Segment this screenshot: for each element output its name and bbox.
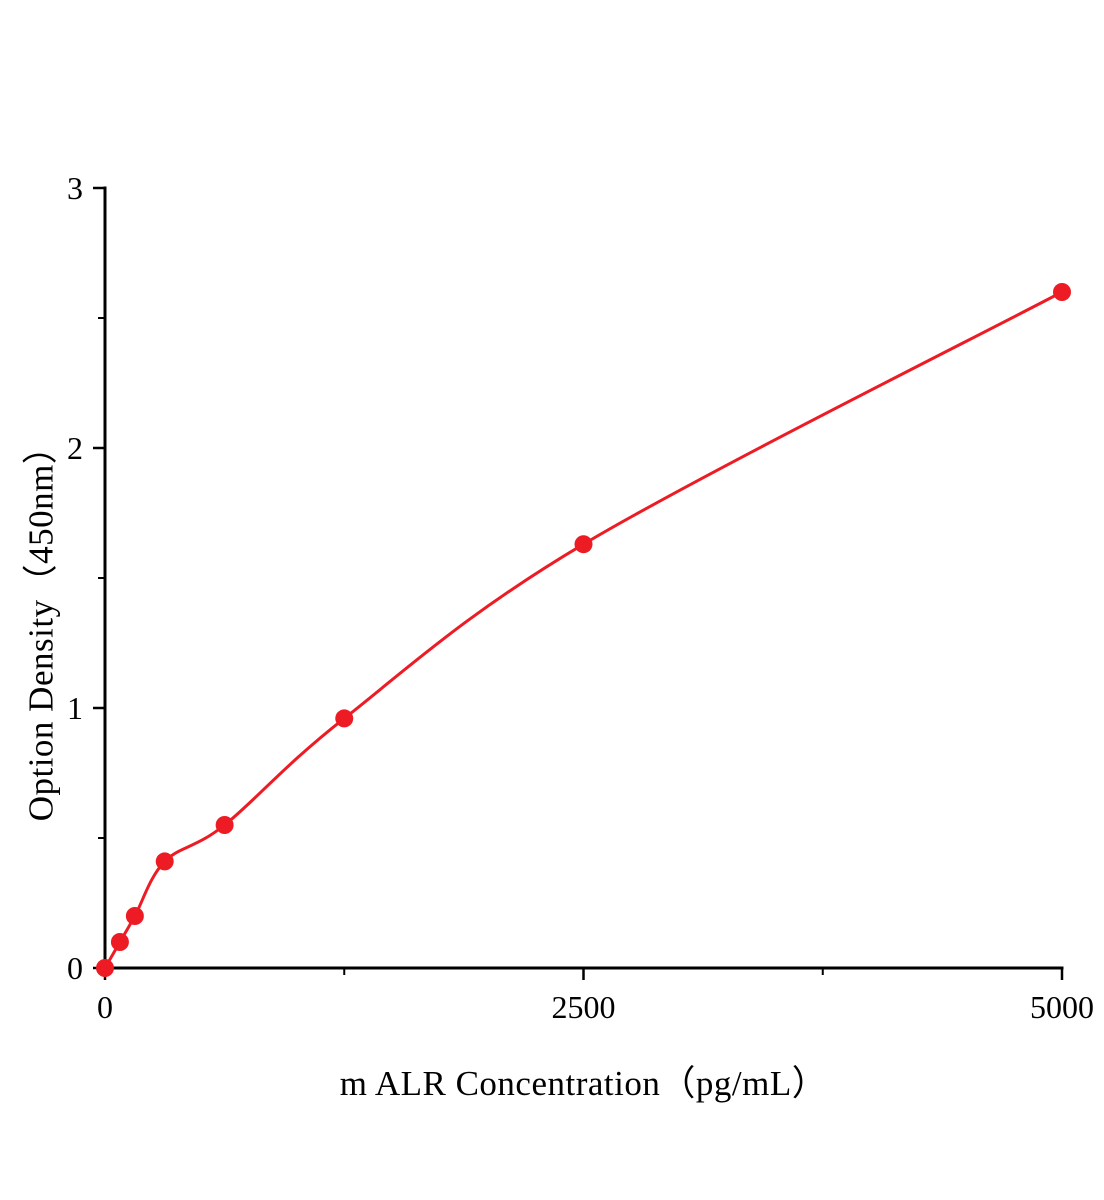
y-tick-label: 0 [67, 950, 83, 986]
data-point [155, 852, 174, 871]
data-point [574, 535, 593, 554]
data-point [215, 816, 234, 834]
y-tick-label: 3 [67, 170, 83, 206]
x-axis-label: m ALR Concentration（pg/mL） [339, 1064, 828, 1103]
x-tick-label: 0 [97, 989, 113, 1025]
fit-curve [103, 290, 1064, 970]
data-point [110, 933, 129, 951]
y-tick-label: 2 [67, 430, 83, 466]
x-tick-label: 2500 [552, 989, 616, 1025]
y-axis-label: Option Density（450nm） [21, 428, 61, 822]
y-tick-label: 1 [67, 690, 83, 726]
x-tick-label: 5000 [1030, 989, 1094, 1025]
data-point [1053, 283, 1071, 301]
data-point [335, 709, 354, 728]
data-point [125, 907, 144, 925]
data-point [96, 959, 114, 977]
